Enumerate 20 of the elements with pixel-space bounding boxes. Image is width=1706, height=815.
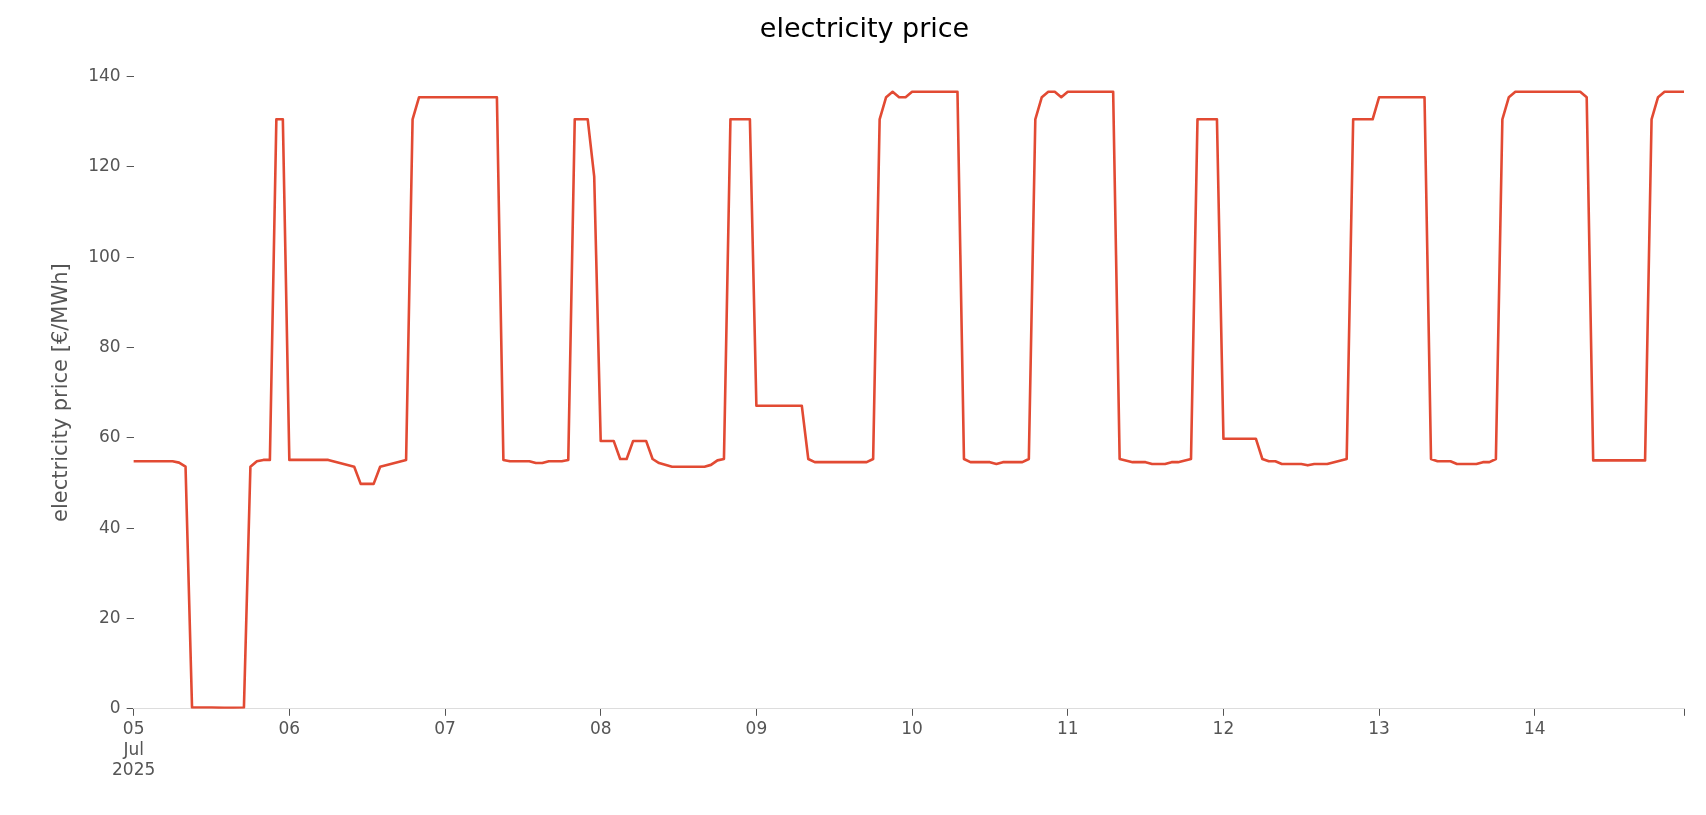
y-tick-label: 120 [88,155,121,176]
x-tick-label: 13 [1368,718,1390,739]
x-tick-label: 08 [589,718,612,739]
y-tick-label: 140 [88,64,121,85]
x-tick-label: 10 [901,718,923,739]
x-tick-label: 07 [434,718,456,739]
chart-title: electricity price [759,12,970,44]
y-tick-label: 0 [109,697,121,718]
x-tick-label: 05 Jul 2025 [112,718,156,780]
y-tick-label: 80 [99,335,121,356]
x-tick-label: 14 [1523,718,1546,739]
x-tick-label: 11 [1056,718,1079,739]
y-tick-label: 20 [99,606,121,627]
x-tick-label: 06 [278,718,301,739]
y-tick-label: 60 [99,426,121,447]
x-tick-label: 09 [745,718,768,739]
x-tick-label: 12 [1212,718,1235,739]
y-axis-title: electricity price [€/MWh] [48,263,73,522]
y-tick-label: 40 [99,516,121,537]
y-tick-label: 100 [88,245,121,266]
